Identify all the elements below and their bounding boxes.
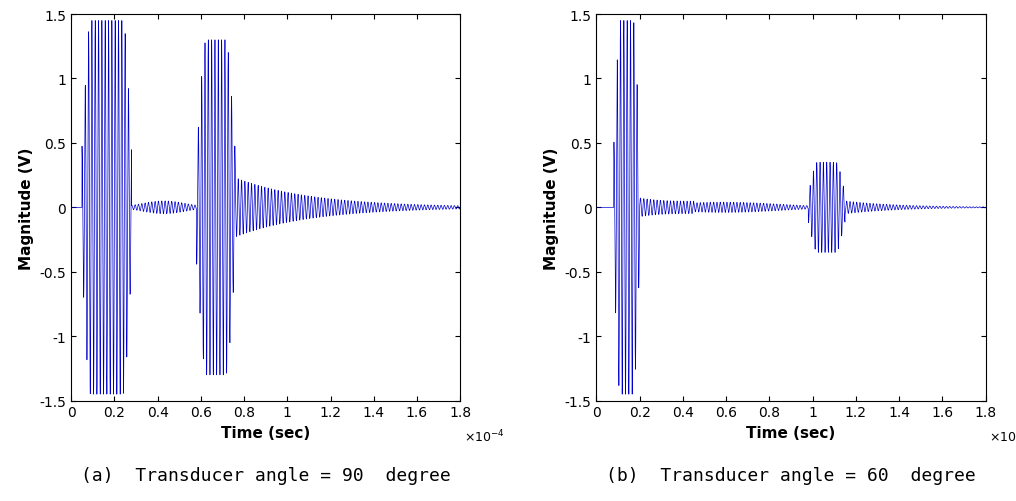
Text: $\times10^{-4}$: $\times10^{-4}$	[464, 428, 505, 444]
Text: $\times10^{-4}$: $\times10^{-4}$	[990, 428, 1016, 444]
Text: (a)  Transducer angle = 90  degree: (a) Transducer angle = 90 degree	[81, 466, 450, 484]
X-axis label: Time (sec): Time (sec)	[747, 425, 835, 440]
Y-axis label: Magnitude (V): Magnitude (V)	[545, 147, 559, 269]
Text: (b)  Transducer angle = 60  degree: (b) Transducer angle = 60 degree	[607, 466, 975, 484]
Y-axis label: Magnitude (V): Magnitude (V)	[19, 147, 34, 269]
X-axis label: Time (sec): Time (sec)	[221, 425, 310, 440]
